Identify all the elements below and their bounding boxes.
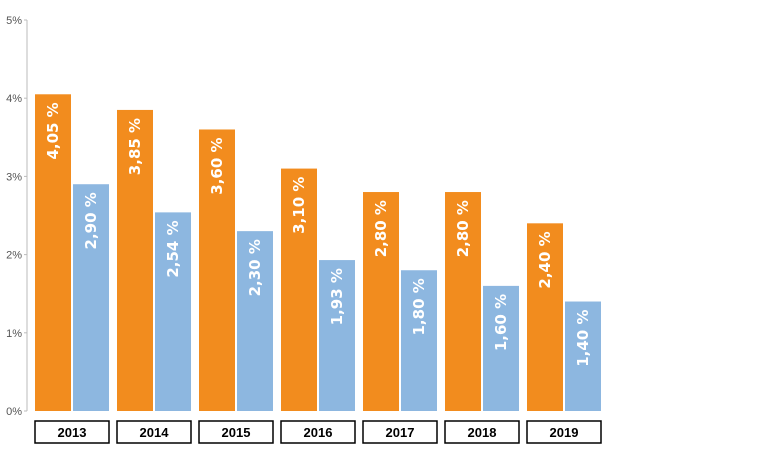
category-label-box (362, 420, 438, 444)
bar-data-label: 2,54 % (164, 220, 182, 277)
bar-series-2 (237, 231, 273, 411)
category-label-box (116, 420, 192, 444)
category-label-box (198, 420, 274, 444)
category-label: 2016 (304, 425, 333, 440)
bar-data-label: 2,90 % (82, 192, 100, 249)
bars (35, 94, 601, 412)
bar-series-1 (281, 168, 317, 411)
bar-data-label: 2,80 % (454, 200, 472, 257)
category-label: 2019 (550, 425, 579, 440)
bar-series-2 (401, 270, 437, 411)
bar-data-label: 2,30 % (246, 239, 264, 296)
y-tick-label: 0% (6, 406, 22, 418)
data-labels: 4,05 % 2,90 % 3,85 % 2,54 % 3,60 % 2,30 % 3,10… (44, 102, 592, 366)
bar-series-1 (117, 109, 153, 412)
bar-series-2 (483, 285, 519, 411)
y-tick-label: 4% (6, 93, 22, 105)
category-label: 2014 (140, 425, 170, 440)
bar-series-1 (363, 192, 399, 411)
bar-series-2 (73, 184, 109, 411)
y-tick-label: 2% (6, 250, 22, 262)
bar-data-label: 1,80 % (410, 278, 428, 335)
category-label-box (34, 420, 110, 444)
x-axis: 2013 2014 2015 2016 2017 2018 2019 (34, 420, 602, 444)
category-label: 2015 (222, 425, 251, 440)
y-axis: 0% 1% 2% 3% 4% 5% (6, 15, 28, 418)
bar-series-2 (565, 301, 601, 411)
bar-series-1 (445, 192, 481, 411)
bar-data-label: 2,80 % (372, 200, 390, 257)
y-tick-label: 3% (6, 171, 22, 183)
bar-series-2 (319, 260, 355, 411)
y-tick-label: 1% (6, 328, 22, 340)
bar-data-label: 3,85 % (126, 118, 144, 175)
category-label: 2017 (386, 425, 415, 440)
bar-data-label: 2,40 % (536, 231, 554, 288)
bar-data-label: 3,60 % (208, 137, 226, 194)
bar-data-label: 1,40 % (574, 310, 592, 367)
category-label: 2018 (468, 425, 497, 440)
category-label-box (526, 420, 602, 444)
bar-data-label: 3,10 % (290, 177, 308, 234)
bar-data-label: 1,93 % (328, 268, 346, 325)
category-label-box (280, 420, 356, 444)
bar-data-label: 1,60 % (492, 294, 510, 351)
bar-series-1 (199, 129, 235, 412)
bar-data-label: 4,05 % (44, 102, 62, 159)
bar-series-1 (527, 223, 563, 411)
bar-series-1 (35, 94, 71, 411)
y-tick-label: 5% (6, 15, 22, 27)
category-label-box (444, 420, 520, 444)
category-label: 2013 (58, 425, 87, 440)
bar-series-2 (155, 212, 191, 411)
